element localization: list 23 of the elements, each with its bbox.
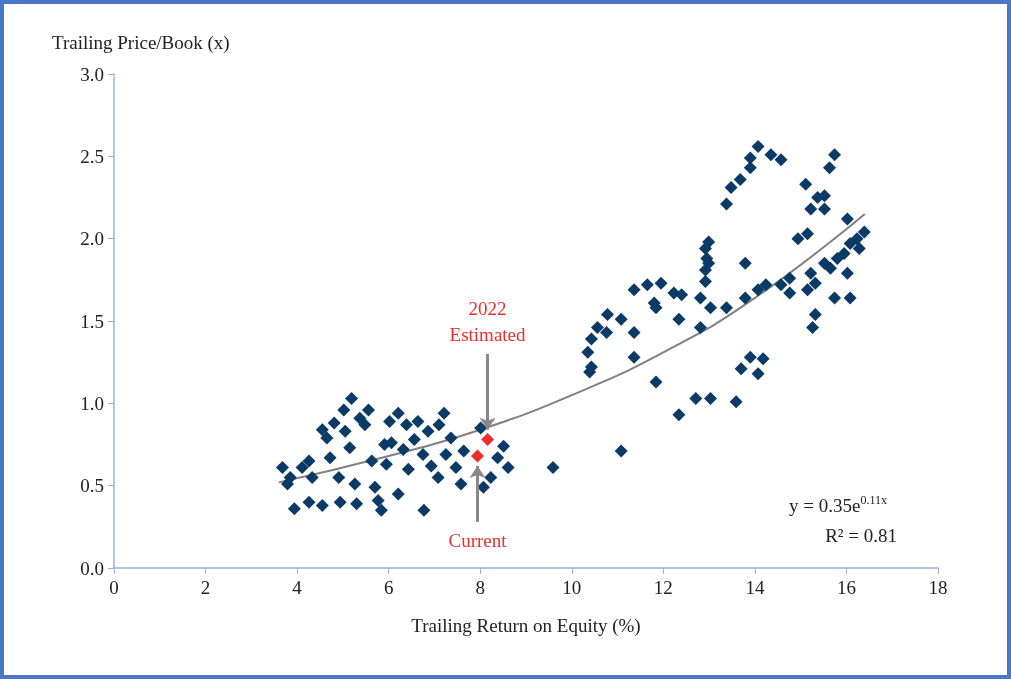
x-tick-label: 0	[109, 577, 119, 598]
x-tick-label: 2	[200, 577, 211, 598]
y-tick-label: 1.5	[80, 310, 104, 332]
y-tick-label: 2.0	[80, 228, 104, 250]
annotation: Current	[448, 530, 508, 552]
y-tick-label: 2.5	[80, 145, 104, 167]
annotation: 2022 Estimated	[449, 298, 527, 346]
line-series	[277, 212, 866, 484]
y-tick-label: 0.0	[80, 557, 104, 579]
y-tick-label: 0.5	[80, 475, 104, 497]
x-tick-label: 12	[653, 577, 673, 598]
x-tick-label: 14	[745, 577, 765, 598]
x-tick-label: 10	[562, 577, 582, 598]
x-tick-label: 8	[475, 577, 485, 598]
x-tick-label: 16	[836, 577, 856, 598]
annotation: R² = 0.81	[825, 525, 898, 546]
x-tick-label: 4	[292, 577, 303, 598]
y-tick-label: 1.0	[80, 392, 104, 414]
x-axis-title: Trailing Return on Equity (%)	[411, 615, 641, 637]
y-tick-label: 3.0	[80, 63, 104, 85]
x-tick-label: 6	[383, 577, 394, 598]
y-axis-title: Trailing Price/Book (x)	[52, 32, 230, 54]
x-tick-label: 18	[928, 577, 948, 598]
